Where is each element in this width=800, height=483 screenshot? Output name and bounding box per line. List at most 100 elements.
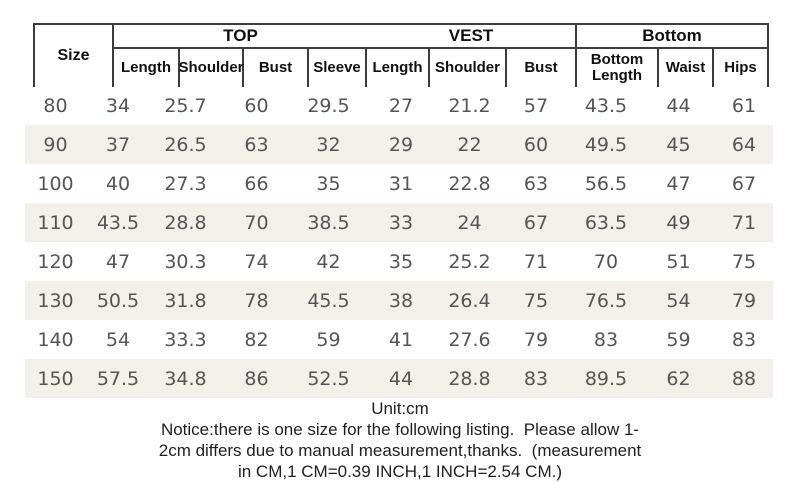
value-cell: 50.5 <box>96 289 140 312</box>
value-cell: 31.8 <box>164 289 207 312</box>
value-cell: 57.5 <box>96 367 140 390</box>
value-cell: 83 <box>523 367 549 390</box>
table-row-size-120: 120 47 30.3 74 42 35 25.2 71 70 51 75 <box>25 242 773 281</box>
value-cell: 67 <box>523 211 549 234</box>
value-cell: 26.5 <box>164 133 207 156</box>
value-cell: 47 <box>666 172 691 195</box>
value-cell: 61 <box>731 94 757 117</box>
value-cell: 89.5 <box>584 367 628 390</box>
value-cell: 31 <box>388 172 414 195</box>
value-cell: 29 <box>388 133 414 156</box>
unit-note: Unit:cm <box>371 399 429 418</box>
group-header-vest: VEST <box>367 25 577 49</box>
value-cell: 22.8 <box>448 172 491 195</box>
value-cell: 63 <box>244 133 269 156</box>
value-cell: 25.7 <box>164 94 207 117</box>
value-cell: 57 <box>523 94 549 117</box>
col-header-hips: Hips <box>724 59 757 77</box>
value-cell: 35 <box>316 172 341 195</box>
value-cell: 37 <box>105 133 131 156</box>
table-row-size-150: 150 57.5 34.8 86 52.5 44 28.8 83 89.5 62 88 <box>25 359 773 398</box>
value-cell: 70 <box>244 211 269 234</box>
value-cell: 27.6 <box>448 328 491 351</box>
value-cell: 29.5 <box>307 94 350 117</box>
table-body: 80 34 25.7 60 29.5 27 21.2 57 43.5 44 61 90 37 26.5 63… <box>25 86 773 398</box>
size-column-header: Size <box>35 25 114 87</box>
notice-line-3: in CM,1 CM=0.39 INCH,1 INCH=2.54 CM.) <box>237 462 563 481</box>
col-header-top-length: Length <box>114 49 180 87</box>
value-cell: 79 <box>731 289 757 312</box>
value-cell: 70 <box>593 250 619 273</box>
value-cell: 42 <box>316 250 341 273</box>
size-cell: 80 <box>43 94 68 117</box>
col-header-waist: Waist <box>659 49 714 87</box>
value-cell: 49.5 <box>584 133 628 156</box>
value-cell: 33 <box>388 211 414 234</box>
value-cell: 49 <box>666 211 691 234</box>
value-cell: 30.3 <box>164 250 207 273</box>
value-cell: 34.8 <box>164 367 207 390</box>
value-cell: 44 <box>388 367 414 390</box>
size-cell: 90 <box>43 133 68 156</box>
notice-line-2: 2cm differs due to manual measurement,th… <box>158 441 642 460</box>
table-row-size-80: 80 34 25.7 60 29.5 27 21.2 57 43.5 44 61 <box>25 86 773 125</box>
value-cell: 71 <box>523 250 549 273</box>
value-cell: 27 <box>388 94 414 117</box>
value-cell: 34 <box>105 94 131 117</box>
table-row-size-100: 100 40 27.3 66 35 31 22.8 63 56.5 47 67 <box>25 164 773 203</box>
value-cell: 75 <box>731 250 757 273</box>
value-cell: 86 <box>244 367 269 390</box>
value-cell: 60 <box>523 133 549 156</box>
value-cell: 21.2 <box>448 94 491 117</box>
value-cell: 28.8 <box>448 367 491 390</box>
col-header-top-bust: Bust <box>244 49 309 87</box>
value-cell: 60 <box>244 94 269 117</box>
value-cell: 38.5 <box>307 211 350 234</box>
value-cell: 54 <box>666 289 691 312</box>
col-header-bottom-length: Bottom Length <box>577 49 659 87</box>
value-cell: 43.5 <box>96 211 140 234</box>
col-header-top-sleeve: Sleeve <box>309 49 367 87</box>
value-cell: 66 <box>244 172 269 195</box>
value-cell: 62 <box>666 367 691 390</box>
col-header-vest-shoulder: Shoulder <box>430 49 507 87</box>
size-cell: 120 <box>37 250 74 273</box>
value-cell: 56.5 <box>584 172 628 195</box>
value-cell: 67 <box>731 172 757 195</box>
footer-notes: Unit:cm Notice:there is one size for the… <box>0 398 800 482</box>
value-cell: 83 <box>731 328 757 351</box>
value-cell: 33.3 <box>164 328 207 351</box>
value-cell: 79 <box>523 328 549 351</box>
size-chart-header: Size TOP VEST Bottom Length Shoulder Bus… <box>33 23 769 87</box>
notice-line-1: Notice:there is one size for the followi… <box>160 420 640 439</box>
value-cell: 22 <box>457 133 482 156</box>
value-cell: 45 <box>666 133 691 156</box>
value-cell: 38 <box>388 289 414 312</box>
size-cell: 130 <box>37 289 74 312</box>
value-cell: 75 <box>523 289 549 312</box>
value-cell: 28.8 <box>164 211 207 234</box>
value-cell: 44 <box>666 94 691 117</box>
group-header-top: TOP <box>114 25 367 49</box>
value-cell: 35 <box>388 250 414 273</box>
value-cell: 83 <box>593 328 619 351</box>
value-cell: 47 <box>105 250 131 273</box>
value-cell: 59 <box>316 328 341 351</box>
value-cell: 40 <box>105 172 131 195</box>
col-header-vest-bust: Bust <box>507 49 577 87</box>
size-cell: 100 <box>37 172 74 195</box>
value-cell: 26.4 <box>448 289 491 312</box>
table-row-size-90: 90 37 26.5 63 32 29 22 60 49.5 45 64 <box>25 125 773 164</box>
size-cell: 110 <box>37 211 74 234</box>
value-cell: 52.5 <box>307 367 350 390</box>
value-cell: 78 <box>244 289 269 312</box>
value-cell: 32 <box>316 133 341 156</box>
value-cell: 41 <box>388 328 414 351</box>
value-cell: 88 <box>731 367 757 390</box>
value-cell: 45.5 <box>307 289 350 312</box>
col-header-top-shoulder: Shoulder <box>179 49 244 87</box>
group-header-bottom: Bottom <box>577 25 767 49</box>
value-cell: 63.5 <box>584 211 628 234</box>
value-cell: 43.5 <box>584 94 628 117</box>
table-row-size-130: 130 50.5 31.8 78 45.5 38 26.4 75 76.5 54 79 <box>25 281 773 320</box>
